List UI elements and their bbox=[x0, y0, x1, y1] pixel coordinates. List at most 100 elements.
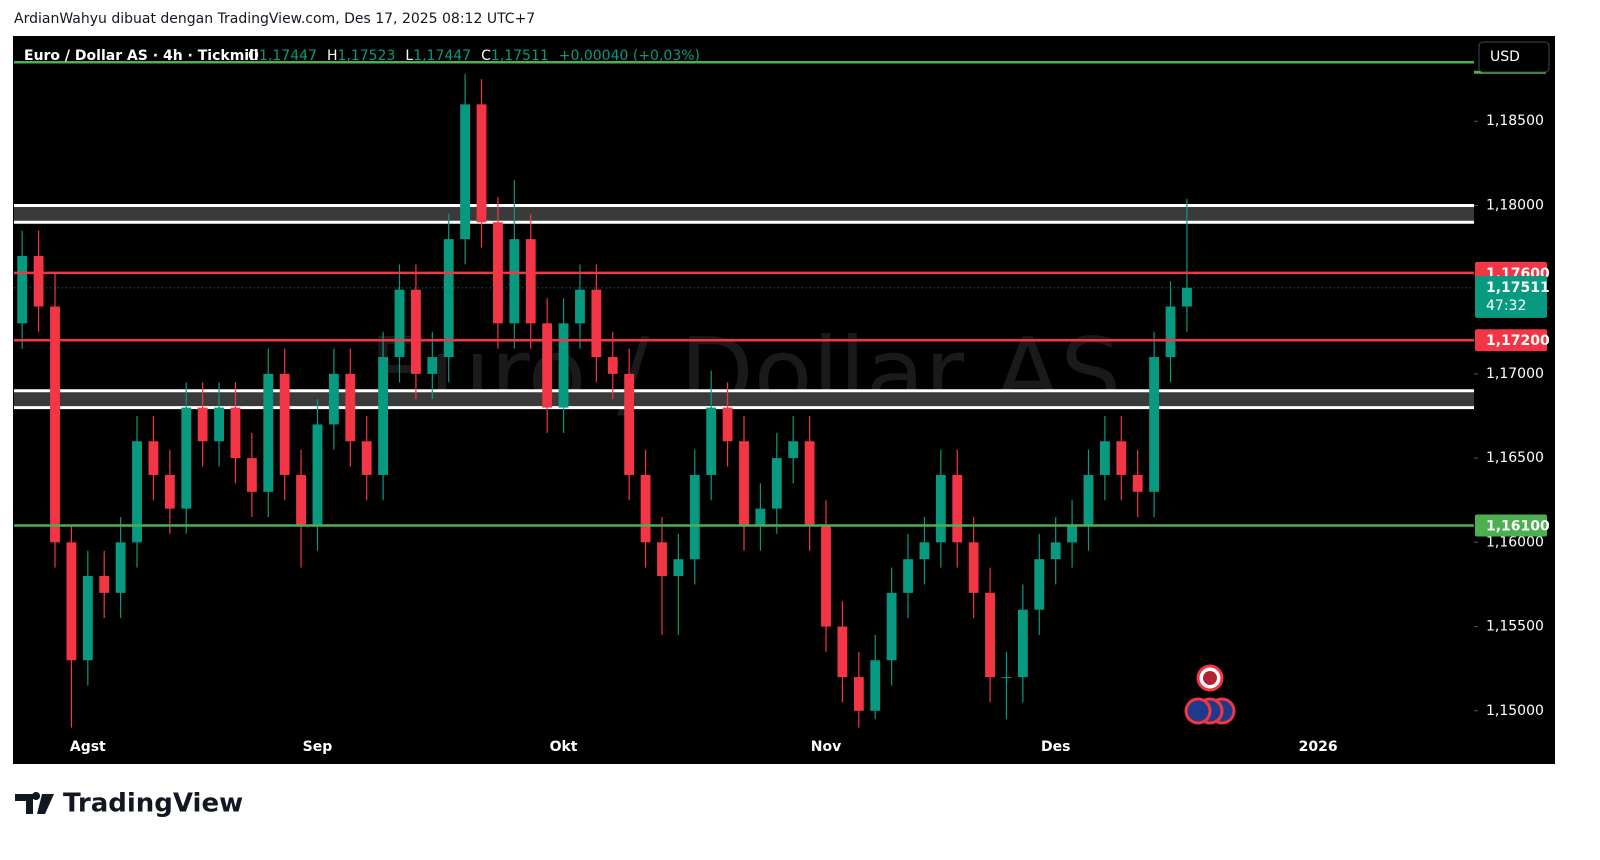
candle-body bbox=[985, 592, 995, 678]
ohlc-legend: O1,17447 H1,17523 L1,17447 C1,17511 +0,00040… bbox=[248, 48, 700, 64]
symbol-title: Euro / Dollar AS · 4h · Tickmill bbox=[24, 48, 259, 64]
candle-body bbox=[443, 239, 454, 358]
candle-body bbox=[771, 458, 782, 509]
candle-body bbox=[361, 441, 372, 475]
candle-body bbox=[673, 559, 684, 577]
x-tick-label: Nov bbox=[811, 739, 841, 755]
level-label: 1,17200 bbox=[1486, 333, 1550, 349]
candle-body bbox=[657, 542, 667, 577]
candle-body bbox=[345, 373, 356, 442]
candle-body bbox=[1050, 542, 1061, 560]
candle-body bbox=[853, 677, 864, 711]
candle-body bbox=[33, 255, 44, 307]
last-price-label: 1,17511 bbox=[1486, 280, 1550, 296]
candle-body bbox=[542, 323, 553, 408]
candle-body bbox=[575, 289, 585, 324]
candle-body bbox=[394, 289, 405, 358]
candle-body bbox=[230, 407, 241, 459]
candle-body bbox=[1149, 357, 1160, 492]
candle-body bbox=[821, 525, 831, 627]
y-tick-label: 1,17000 bbox=[1486, 366, 1544, 382]
candle-body bbox=[689, 474, 700, 560]
candle-body bbox=[558, 323, 569, 408]
x-tick-label: Sep bbox=[303, 739, 333, 755]
candle-body bbox=[640, 474, 651, 543]
candle-body bbox=[82, 576, 93, 661]
plot: 1,18500 1,18000 1,17000 1,16500 1,16000 1,155… bbox=[14, 61, 1550, 755]
event-icons bbox=[1184, 664, 1236, 725]
legend-value: 1,17523 bbox=[337, 48, 395, 64]
candle-body bbox=[788, 441, 799, 459]
candle-body bbox=[870, 660, 881, 711]
legend-key: C bbox=[481, 48, 491, 64]
candle-body bbox=[1182, 287, 1192, 307]
logo-mark bbox=[15, 792, 54, 814]
y-tick-label: 1,16500 bbox=[1486, 450, 1544, 466]
candle-body bbox=[460, 104, 471, 240]
candle-body bbox=[624, 373, 635, 475]
legend-change: +0,00040 (+0,03%) bbox=[559, 48, 700, 64]
y-tick-label: 1,18500 bbox=[1486, 113, 1544, 129]
candle-body bbox=[886, 592, 897, 661]
candle-body bbox=[1034, 559, 1045, 610]
countdown: 47:32 bbox=[1486, 298, 1526, 314]
candle-body bbox=[476, 104, 487, 223]
candle-body bbox=[214, 407, 224, 442]
level-label: 1,16100 bbox=[1486, 518, 1550, 534]
candle-body bbox=[17, 255, 28, 324]
candle-body bbox=[197, 407, 208, 442]
y-tick-label: 1,16000 bbox=[1486, 534, 1544, 550]
candle-body bbox=[755, 508, 766, 526]
brand-logo: TradingView bbox=[15, 789, 243, 819]
attribution: ArdianWahyu dibuat dengan TradingView.co… bbox=[14, 11, 535, 27]
candle-body bbox=[50, 306, 60, 543]
zone bbox=[14, 205, 1474, 223]
x-tick-label: Agst bbox=[70, 739, 106, 755]
candle-body bbox=[804, 441, 815, 526]
eu-event bbox=[1184, 697, 1212, 725]
candle-body bbox=[328, 373, 339, 425]
candle-body bbox=[706, 407, 717, 475]
x-tick-label: Des bbox=[1041, 739, 1070, 755]
level-tag bbox=[1475, 329, 1547, 352]
candle-body bbox=[952, 474, 963, 543]
us-flag bbox=[1203, 671, 1217, 685]
legend-value: 1,17447 bbox=[259, 48, 317, 64]
level-tag bbox=[1475, 514, 1547, 537]
candle-body bbox=[1017, 609, 1028, 678]
zone bbox=[14, 390, 1474, 408]
candle-body bbox=[903, 559, 913, 593]
candle-body bbox=[246, 458, 257, 492]
candle-body bbox=[509, 239, 520, 324]
candle-body bbox=[1099, 441, 1110, 475]
candle-body bbox=[837, 626, 848, 678]
candle-body bbox=[378, 357, 389, 475]
legend-value: 1,17447 bbox=[413, 48, 471, 64]
candle-body bbox=[132, 441, 142, 543]
candle-body bbox=[427, 357, 438, 374]
candle-body bbox=[935, 474, 946, 543]
candle-body bbox=[99, 576, 110, 593]
candle-body bbox=[66, 542, 77, 661]
legend-key: O bbox=[248, 48, 259, 64]
last-price-tag bbox=[1475, 275, 1547, 318]
candle-body bbox=[164, 474, 175, 509]
candle-body bbox=[1116, 441, 1127, 475]
candle-body bbox=[148, 441, 159, 475]
legend-value: 1,17511 bbox=[491, 48, 549, 64]
candle-body bbox=[591, 289, 602, 358]
candle-body bbox=[525, 239, 536, 324]
legend-key: L bbox=[405, 48, 413, 64]
candle-body bbox=[410, 289, 421, 374]
candle-body bbox=[722, 407, 733, 442]
y-tick-label: 1,18000 bbox=[1486, 197, 1544, 213]
candle-body bbox=[279, 373, 290, 475]
candle-body bbox=[1083, 474, 1094, 526]
currency-button[interactable] bbox=[1478, 41, 1550, 73]
currency-label: USD bbox=[1490, 49, 1520, 65]
x-tick-label: 2026 bbox=[1299, 739, 1338, 755]
candle-body bbox=[919, 542, 930, 560]
y-tick-label: 1,15500 bbox=[1486, 619, 1544, 635]
x-tick-label: Okt bbox=[550, 739, 578, 755]
candle-body bbox=[607, 357, 618, 374]
